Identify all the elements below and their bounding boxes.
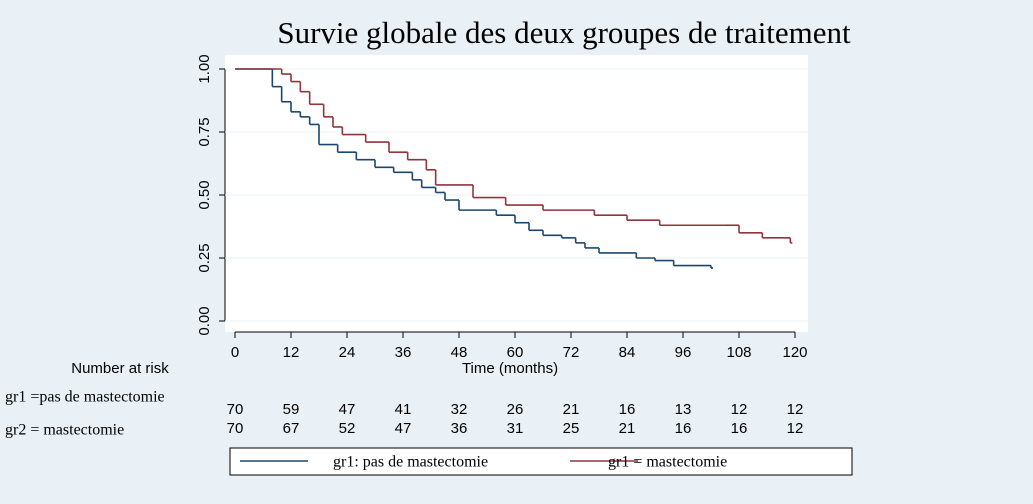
chart-title: Survie globale des deux groupes de trait… (277, 15, 851, 50)
risk-count: 47 (339, 401, 356, 418)
risk-count: 16 (675, 420, 692, 437)
risk-count: 52 (339, 420, 356, 437)
risk-count: 26 (507, 401, 524, 418)
risk-count: 16 (619, 401, 636, 418)
risk-table-title: Number at risk (71, 360, 169, 377)
risk-count: 12 (787, 420, 804, 437)
risk-count: 12 (787, 401, 804, 418)
x-axis-label: Time (months) (462, 360, 558, 377)
legend-box (229, 447, 853, 476)
risk-count: 21 (619, 420, 636, 437)
legend-label: gr1 = mastectomie (608, 454, 727, 471)
y-tick-label: 0.50 (196, 180, 213, 209)
x-tick-label: 0 (231, 344, 239, 361)
risk-count: 12 (731, 401, 748, 418)
risk-row-label: gr1 =pas de mastectomie (5, 389, 165, 406)
x-tick-label: 48 (451, 344, 468, 361)
y-tick-label: 1.00 (196, 54, 213, 83)
risk-row-label: gr2 = mastectomie (5, 422, 124, 439)
x-tick-label: 120 (782, 344, 807, 361)
risk-count: 31 (507, 420, 524, 437)
risk-count: 47 (395, 420, 412, 437)
risk-count: 36 (451, 420, 468, 437)
risk-count: 25 (563, 420, 580, 437)
legend-label: gr1: pas de mastectomie (333, 454, 488, 471)
risk-count: 70 (227, 420, 244, 437)
x-tick-label: 24 (339, 344, 356, 361)
risk-count: 21 (563, 401, 580, 418)
x-tick-label: 36 (395, 344, 412, 361)
risk-count: 16 (731, 420, 748, 437)
plot-area (225, 55, 808, 332)
y-tick-label: 0.25 (196, 243, 213, 272)
risk-count: 32 (451, 401, 468, 418)
risk-count: 13 (675, 401, 692, 418)
x-tick-label: 108 (726, 344, 751, 361)
y-tick-label: 0.00 (196, 306, 213, 335)
y-tick-label: 0.75 (196, 117, 213, 146)
risk-count: 70 (227, 401, 244, 418)
x-tick-label: 60 (507, 344, 524, 361)
x-tick-label: 96 (675, 344, 692, 361)
x-tick-label: 12 (283, 344, 300, 361)
x-tick-label: 72 (563, 344, 580, 361)
risk-count: 67 (283, 420, 300, 437)
risk-count: 59 (283, 401, 300, 418)
risk-count: 41 (395, 401, 412, 418)
x-tick-label: 84 (619, 344, 636, 361)
